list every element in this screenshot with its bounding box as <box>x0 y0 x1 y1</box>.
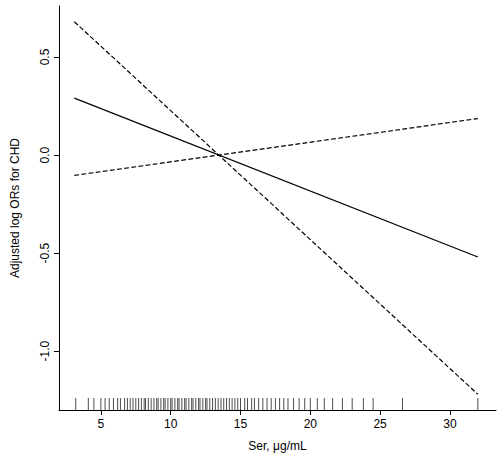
svg-text:0.5: 0.5 <box>38 48 52 65</box>
svg-text:15: 15 <box>234 417 248 431</box>
svg-text:10: 10 <box>164 417 178 431</box>
svg-text:30: 30 <box>443 417 457 431</box>
svg-text:25: 25 <box>373 417 387 431</box>
svg-text:-1.0: -1.0 <box>38 341 52 362</box>
svg-text:20: 20 <box>304 417 318 431</box>
svg-text:Adjusted log ORs for CHD: Adjusted log ORs for CHD <box>8 138 22 278</box>
svg-text:5: 5 <box>98 417 105 431</box>
svg-text:0.0: 0.0 <box>38 146 52 163</box>
svg-text:-0.5: -0.5 <box>38 242 52 263</box>
svg-text:Ser, μg/mL: Ser, μg/mL <box>248 439 307 453</box>
